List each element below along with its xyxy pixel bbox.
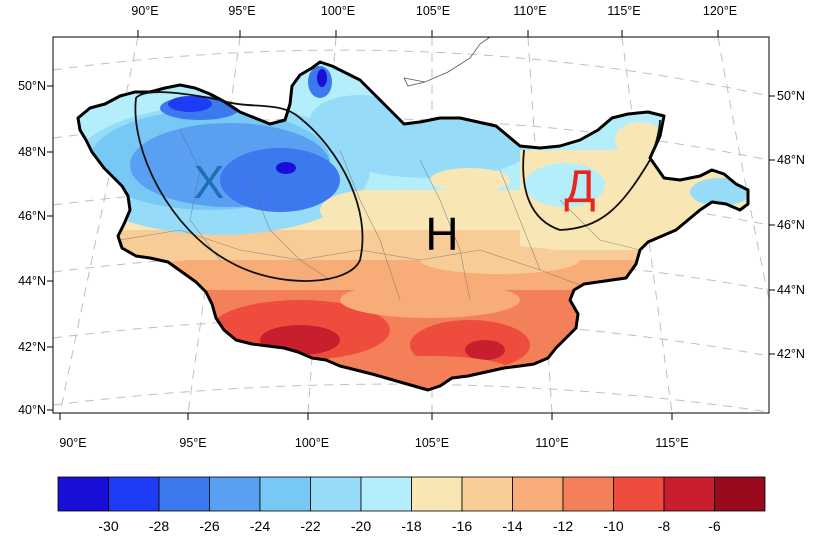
right-latitude-labels: 50°N 48°N 46°N 44°N 42°N — [777, 89, 805, 361]
zone-label-x: Х — [194, 156, 225, 208]
top-longitude-labels: 90°E 95°E 100°E 105°E 110°E 115°E 120°E — [131, 4, 737, 18]
colorbar-tick-label: -22 — [300, 518, 320, 534]
colorbar: -30 -28 -26 -24 -22 -20 -18 -16 -14 -12 -10 -8 -6 — [57, 476, 766, 534]
colorbar-box — [411, 476, 463, 512]
left-lat-label: 46°N — [18, 209, 46, 223]
right-lat-label: 50°N — [777, 89, 805, 103]
mongolia-outline — [76, 60, 750, 392]
bottom-lon-label: 105°E — [415, 436, 449, 450]
colorbar-tick-label: -12 — [553, 518, 573, 534]
left-lat-label: 48°N — [18, 145, 46, 159]
colorbar-box — [613, 476, 665, 512]
bottom-longitude-labels: 90°E 95°E 100°E 105°E 110°E 115°E — [59, 436, 688, 450]
zone-label-n: Н — [425, 208, 458, 260]
colorbar-box — [714, 476, 766, 512]
colorbar-box — [360, 476, 412, 512]
left-lat-label: 40°N — [18, 403, 46, 417]
colorbar-tick-label: -6 — [708, 518, 721, 534]
colorbar-box — [512, 476, 564, 512]
top-lon-label: 115°E — [607, 4, 640, 18]
colorbar-box — [209, 476, 261, 512]
colorbar-box — [108, 476, 160, 512]
colorbar-box — [158, 476, 210, 512]
left-lat-label: 44°N — [18, 274, 46, 288]
right-tick-marks — [769, 95, 775, 355]
bottom-lon-label: 115°E — [655, 436, 688, 450]
province-boundaries — [119, 129, 641, 301]
colorbar-tick-label: -24 — [250, 518, 270, 534]
right-lat-label: 48°N — [777, 153, 805, 167]
bottom-lon-label: 90°E — [59, 436, 86, 450]
left-lat-label: 50°N — [18, 79, 46, 93]
colorbar-box — [663, 476, 715, 512]
colorbar-tick-label: -20 — [351, 518, 371, 534]
zone-x-boundary — [134, 91, 364, 282]
bottom-lon-label: 100°E — [295, 436, 329, 450]
colorbar-box — [259, 476, 311, 512]
bottom-tick-marks — [59, 413, 673, 420]
left-tick-marks — [47, 85, 53, 411]
top-lon-label: 105°E — [416, 4, 450, 18]
colorbar-box — [461, 476, 513, 512]
bottom-lon-label: 95°E — [179, 436, 206, 450]
colorbar-tick-label: -30 — [98, 518, 118, 534]
left-latitude-labels: 50°N 48°N 46°N 44°N 42°N 40°N — [18, 79, 46, 417]
colorbar-tick-label: -10 — [603, 518, 623, 534]
colorbar-tick-label: -28 — [149, 518, 169, 534]
right-lat-label: 44°N — [777, 283, 805, 297]
right-lat-label: 46°N — [777, 218, 805, 232]
colorbar-tick-label: -26 — [199, 518, 219, 534]
top-lon-label: 110°E — [513, 4, 546, 18]
top-tick-marks — [137, 30, 719, 37]
right-lat-label: 42°N — [777, 347, 805, 361]
colorbar-box — [310, 476, 362, 512]
colorbar-box — [562, 476, 614, 512]
left-lat-label: 42°N — [18, 340, 46, 354]
top-lon-label: 100°E — [321, 4, 355, 18]
top-lon-label: 90°E — [131, 4, 158, 18]
colorbar-tick-label: -14 — [502, 518, 522, 534]
top-lon-label: 95°E — [228, 4, 255, 18]
top-lon-label: 120°E — [703, 4, 737, 18]
bottom-lon-label: 110°E — [535, 436, 568, 450]
zone-d-boundary — [522, 119, 661, 231]
colorbar-tick-label: -8 — [658, 518, 671, 534]
colorbar-tick-label: -18 — [401, 518, 421, 534]
zone-label-d: Д — [564, 160, 595, 212]
colorbar-tick-label: -16 — [452, 518, 472, 534]
neighbor-border-line — [403, 36, 491, 87]
colorbar-box — [57, 476, 109, 512]
